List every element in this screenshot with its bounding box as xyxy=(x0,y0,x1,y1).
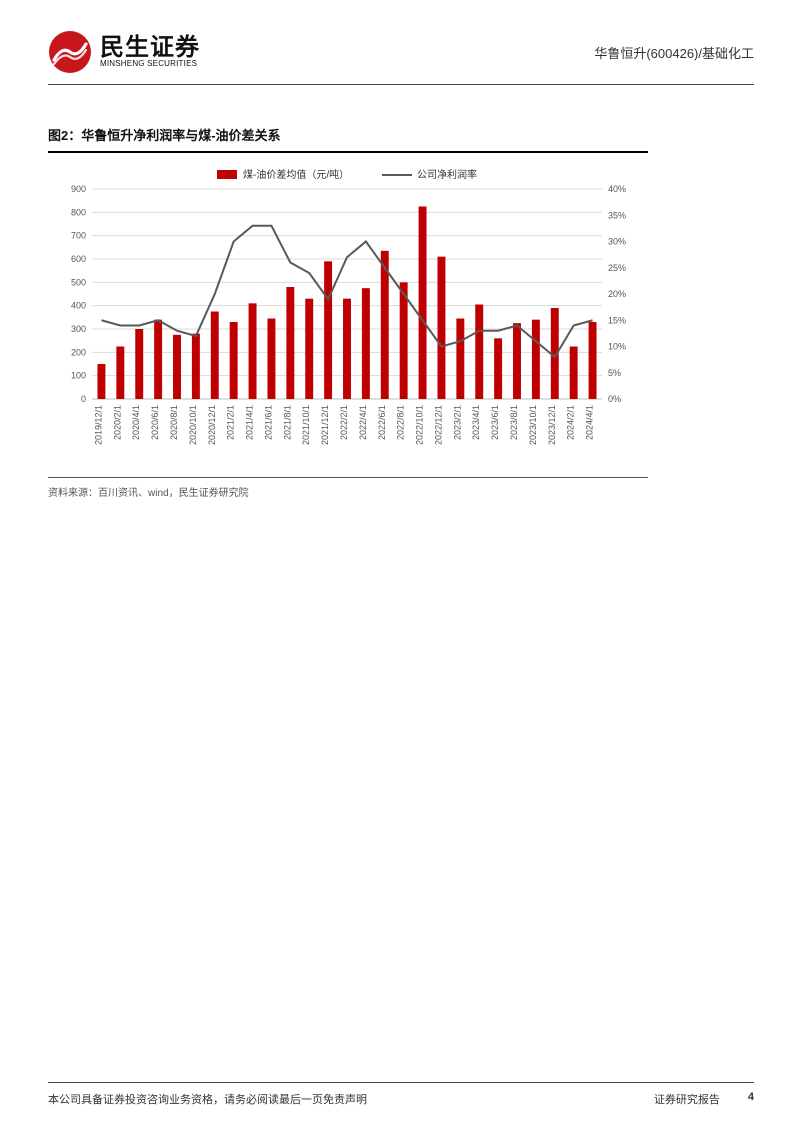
svg-text:30%: 30% xyxy=(608,237,626,247)
svg-text:2021/8/1: 2021/8/1 xyxy=(282,405,292,440)
svg-text:2020/12/1: 2020/12/1 xyxy=(207,405,217,445)
svg-text:2023/12/1: 2023/12/1 xyxy=(547,405,557,445)
figure-title: 图2：华鲁恒升净利润率与煤-油价差关系 xyxy=(48,128,281,143)
svg-text:15%: 15% xyxy=(608,315,626,325)
svg-text:2024/2/1: 2024/2/1 xyxy=(566,405,576,440)
report-footer: 本公司具备证券投资咨询业务资格，请务必阅读最后一页免责声明 证券研究报告 4 xyxy=(48,1082,754,1107)
svg-text:900: 900 xyxy=(71,184,86,194)
svg-text:2021/10/1: 2021/10/1 xyxy=(301,405,311,445)
svg-text:2019/12/1: 2019/12/1 xyxy=(93,405,103,445)
chart-container: 0 100 200 300 400 500 600 700 800 900 0% 5% 10% 15% 20… xyxy=(48,153,648,478)
svg-text:800: 800 xyxy=(71,207,86,217)
svg-text:煤-油价差均值（元/吨）: 煤-油价差均值（元/吨） xyxy=(243,168,349,181)
svg-text:2020/2/1: 2020/2/1 xyxy=(112,405,122,440)
svg-text:700: 700 xyxy=(71,231,86,241)
svg-text:2021/12/1: 2021/12/1 xyxy=(320,405,330,445)
logo-name-en: MINSHENG SECURITIES xyxy=(100,60,200,68)
page-number: 4 xyxy=(748,1091,754,1107)
svg-text:2023/10/1: 2023/10/1 xyxy=(528,405,538,445)
svg-text:10%: 10% xyxy=(608,342,626,352)
combo-chart: 0 100 200 300 400 500 600 700 800 900 0% 5% 10% 15% 20… xyxy=(48,163,648,473)
svg-text:2024/4/1: 2024/4/1 xyxy=(585,405,595,440)
logo-text: 民生证券 MINSHENG SECURITIES xyxy=(100,35,200,69)
svg-text:2022/2/1: 2022/2/1 xyxy=(339,405,349,440)
svg-text:300: 300 xyxy=(71,324,86,334)
svg-text:2022/12/1: 2022/12/1 xyxy=(433,405,443,445)
svg-text:200: 200 xyxy=(71,347,86,357)
svg-text:公司净利润率: 公司净利润率 xyxy=(417,168,477,181)
figure-source: 资料来源：百川资讯、wind，民生证券研究院 xyxy=(48,478,648,499)
svg-text:2020/4/1: 2020/4/1 xyxy=(131,405,141,440)
svg-text:2021/2/1: 2021/2/1 xyxy=(226,405,236,440)
svg-text:400: 400 xyxy=(71,301,86,311)
header-right-text: 华鲁恒升(600426)/基础化工 xyxy=(594,43,754,62)
svg-text:500: 500 xyxy=(71,277,86,287)
svg-text:5%: 5% xyxy=(608,368,621,378)
svg-text:40%: 40% xyxy=(608,184,626,194)
svg-text:25%: 25% xyxy=(608,263,626,273)
svg-text:0: 0 xyxy=(81,394,86,404)
svg-text:20%: 20% xyxy=(608,289,626,299)
svg-text:2022/8/1: 2022/8/1 xyxy=(396,405,406,440)
svg-text:600: 600 xyxy=(71,254,86,264)
svg-text:2021/4/1: 2021/4/1 xyxy=(245,405,255,440)
logo-name-cn: 民生证券 xyxy=(100,35,200,60)
svg-text:2022/6/1: 2022/6/1 xyxy=(377,405,387,440)
figure-2: 图2：华鲁恒升净利润率与煤-油价差关系 0 100 200 300 400 500 600 7… xyxy=(48,121,648,499)
logo-icon xyxy=(48,30,92,74)
svg-text:2023/2/1: 2023/2/1 xyxy=(452,405,462,440)
svg-text:2023/4/1: 2023/4/1 xyxy=(471,405,481,440)
svg-text:2022/4/1: 2022/4/1 xyxy=(358,405,368,440)
svg-text:2023/8/1: 2023/8/1 xyxy=(509,405,519,440)
svg-text:0%: 0% xyxy=(608,394,621,404)
footer-disclaimer: 本公司具备证券投资咨询业务资格，请务必阅读最后一页免责声明 xyxy=(48,1091,367,1107)
svg-text:35%: 35% xyxy=(608,210,626,220)
report-header: 民生证券 MINSHENG SECURITIES 华鲁恒升(600426)/基础… xyxy=(48,30,754,85)
svg-text:2023/6/1: 2023/6/1 xyxy=(490,405,500,440)
svg-text:2021/6/1: 2021/6/1 xyxy=(263,405,273,440)
svg-text:2020/10/1: 2020/10/1 xyxy=(188,405,198,445)
logo: 民生证券 MINSHENG SECURITIES xyxy=(48,30,200,74)
figure-title-row: 图2：华鲁恒升净利润率与煤-油价差关系 xyxy=(48,121,648,153)
svg-text:2020/8/1: 2020/8/1 xyxy=(169,405,179,440)
svg-text:2022/10/1: 2022/10/1 xyxy=(415,405,425,445)
footer-doc-type: 证券研究报告 xyxy=(654,1091,720,1107)
svg-text:2020/6/1: 2020/6/1 xyxy=(150,405,160,440)
svg-text:100: 100 xyxy=(71,371,86,381)
